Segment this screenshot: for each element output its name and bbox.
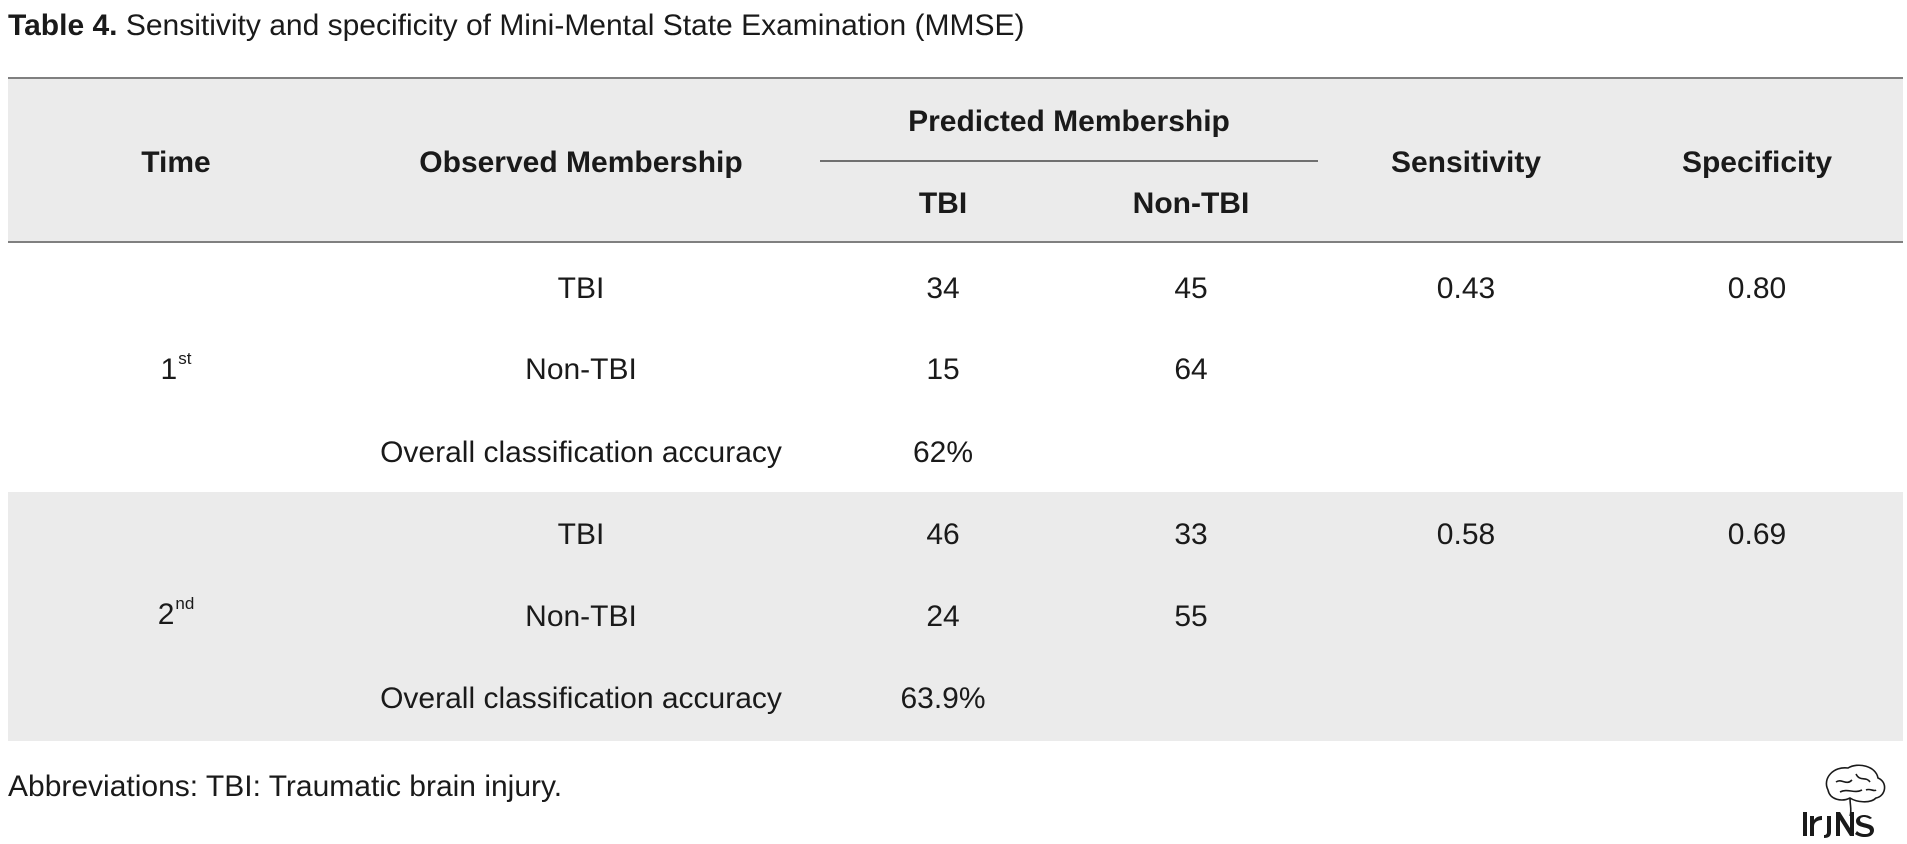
g2-r2-observed: Non-TBI [525, 600, 637, 633]
brain-logo-icon [1803, 764, 1886, 838]
header-sensitivity: Sensitivity [1390, 146, 1542, 179]
table-caption: Table 4. Sensitivity and specificity of … [8, 6, 1024, 46]
g1-r1-tbi: 34 [926, 272, 960, 305]
header-span-rule [820, 160, 1318, 162]
g1-r3-accuracy: 62% [912, 436, 974, 469]
g2-r1-specificity: 0.69 [1727, 518, 1787, 551]
g2-r3-observed: Overall classification accuracy [380, 682, 782, 715]
data-table: Time Observed Membership Predicted Membe… [8, 77, 1903, 741]
header-predicted-tbi: TBI [918, 187, 968, 220]
g2-r1-sensitivity: 0.58 [1436, 518, 1496, 551]
g1-r1-observed: TBI [557, 272, 605, 305]
g2-r1-observed: TBI [557, 518, 605, 551]
header-time: Time [141, 146, 211, 179]
table-footnote: Abbreviations: TBI: Traumatic brain inju… [8, 770, 563, 803]
g2-r1-non-tbi: 33 [1174, 518, 1208, 551]
g1-r2-tbi: 15 [926, 353, 960, 386]
group-2-time: 2nd [157, 594, 195, 631]
g1-r2-observed: Non-TBI [525, 353, 637, 386]
g1-r1-specificity: 0.80 [1727, 272, 1787, 305]
g2-r3-accuracy: 63.9% [900, 682, 986, 715]
g2-r1-tbi: 46 [926, 518, 960, 551]
g1-r1-non-tbi: 45 [1174, 272, 1208, 305]
group-1-time: 1st [160, 349, 192, 386]
g1-r1-sensitivity: 0.43 [1436, 272, 1496, 305]
g1-r3-observed: Overall classification accuracy [380, 436, 782, 469]
header-observed-membership: Observed Membership [419, 146, 743, 179]
header-specificity: Specificity [1681, 146, 1833, 179]
g1-r2-non-tbi: 64 [1174, 353, 1208, 386]
table-caption-text: Sensitivity and specificity of Mini-Ment… [125, 9, 1025, 42]
group-2-band [8, 492, 1903, 741]
g2-r2-tbi: 24 [926, 600, 960, 633]
g2-r2-non-tbi: 55 [1174, 600, 1208, 633]
header-predicted-non-tbi: Non-TBI [1132, 187, 1250, 220]
table-caption-label: Table 4. [8, 9, 118, 42]
header-predicted-membership: Predicted Membership [908, 105, 1230, 138]
